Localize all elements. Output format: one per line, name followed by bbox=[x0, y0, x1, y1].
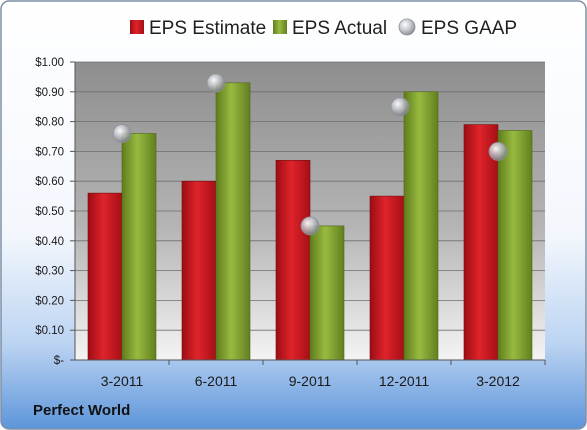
y-tick-label: $0.70 bbox=[35, 146, 64, 158]
bar-eps-actual bbox=[497, 130, 533, 361]
y-tick-label: $0.30 bbox=[35, 266, 64, 278]
x-tick-label: 12-2011 bbox=[379, 373, 430, 389]
legend-item-estimate: EPS Estimate bbox=[130, 18, 266, 39]
legend-item-gaap: EPS GAAP bbox=[398, 18, 517, 39]
legend-label-estimate: EPS Estimate bbox=[149, 18, 266, 39]
y-tick-label: $0.60 bbox=[35, 176, 64, 188]
x-tick-label: 3-2011 bbox=[101, 373, 144, 389]
brand-label: Perfect World bbox=[33, 402, 131, 419]
bar-eps-estimate bbox=[181, 180, 217, 361]
y-tick-label: $0.40 bbox=[35, 236, 64, 248]
legend-swatch-gaap bbox=[398, 18, 416, 36]
x-tick-label: 6-2011 bbox=[195, 373, 238, 389]
bar-eps-actual bbox=[215, 82, 251, 361]
legend-swatch-estimate bbox=[130, 20, 144, 34]
x-tick-label: 3-2012 bbox=[476, 373, 520, 389]
legend-label-gaap: EPS GAAP bbox=[421, 18, 517, 39]
bars bbox=[87, 82, 533, 361]
bar-eps-estimate bbox=[87, 192, 123, 361]
legend-label-actual: EPS Actual bbox=[292, 18, 387, 39]
bar-eps-actual bbox=[403, 91, 439, 361]
legend: EPS Estimate EPS Actual EPS GAAP bbox=[130, 18, 517, 39]
y-tick-label: $0.80 bbox=[35, 117, 64, 129]
marker-eps-gaap bbox=[488, 141, 508, 161]
marker-eps-gaap bbox=[390, 97, 410, 117]
bar-eps-estimate bbox=[369, 195, 405, 361]
y-tick-label: $1.00 bbox=[35, 57, 64, 69]
marker-eps-gaap bbox=[206, 73, 226, 93]
x-tick-label: 9-2011 bbox=[289, 373, 332, 389]
bar-eps-estimate bbox=[275, 160, 311, 361]
y-tick-label: $0.50 bbox=[35, 206, 64, 218]
gaap-markers bbox=[112, 73, 508, 236]
axes: $1.00 $0.90 $0.80 $0.70 $0.60 $0.50 $0.40 $0.30… bbox=[35, 57, 546, 389]
y-tick-label: $0.20 bbox=[35, 295, 64, 307]
legend-item-actual: EPS Actual bbox=[273, 18, 387, 39]
bar-eps-actual bbox=[309, 225, 345, 361]
legend-swatch-actual bbox=[273, 20, 287, 34]
marker-eps-gaap bbox=[112, 124, 132, 143]
bar-eps-estimate bbox=[463, 124, 499, 361]
bar-eps-actual bbox=[121, 133, 157, 361]
y-tick-label: $- bbox=[54, 355, 64, 367]
y-tick-label: $0.10 bbox=[35, 325, 64, 337]
y-tick-label: $0.90 bbox=[35, 87, 64, 99]
marker-eps-gaap bbox=[300, 216, 320, 236]
